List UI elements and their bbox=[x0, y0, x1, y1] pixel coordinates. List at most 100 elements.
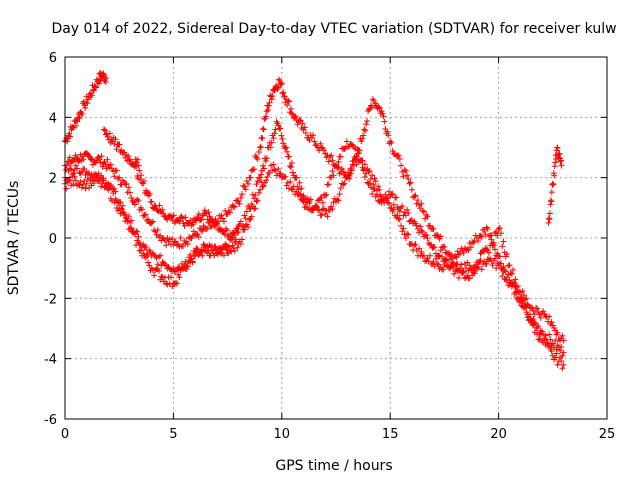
data-point bbox=[298, 185, 305, 192]
data-point bbox=[276, 171, 283, 178]
y-tick-label: 4 bbox=[49, 111, 57, 126]
data-point bbox=[243, 208, 250, 215]
data-point bbox=[416, 245, 423, 252]
data-point bbox=[87, 177, 94, 184]
data-point bbox=[491, 255, 498, 262]
data-point bbox=[79, 111, 86, 118]
data-point bbox=[254, 178, 261, 185]
data-point bbox=[396, 208, 403, 215]
data-point bbox=[176, 274, 183, 281]
data-point bbox=[292, 113, 299, 120]
series-track-2 bbox=[62, 76, 567, 359]
data-point bbox=[359, 135, 366, 142]
data-point bbox=[80, 181, 87, 188]
data-point bbox=[290, 183, 297, 190]
data-point bbox=[128, 194, 135, 201]
data-point bbox=[366, 180, 373, 187]
data-point bbox=[194, 246, 201, 253]
data-point bbox=[255, 149, 262, 156]
data-point bbox=[395, 152, 402, 159]
data-point bbox=[337, 153, 344, 160]
data-point bbox=[337, 185, 344, 192]
data-point bbox=[251, 166, 258, 173]
data-point bbox=[264, 173, 271, 180]
data-point bbox=[183, 265, 190, 272]
data-point bbox=[75, 158, 82, 165]
series-track-7 bbox=[545, 144, 565, 226]
data-point bbox=[491, 246, 498, 253]
data-point bbox=[265, 107, 272, 114]
data-point bbox=[194, 231, 201, 238]
data-point bbox=[246, 216, 253, 223]
data-point bbox=[225, 243, 232, 250]
data-point bbox=[235, 228, 242, 235]
data-point bbox=[110, 190, 117, 197]
data-point bbox=[271, 130, 278, 137]
data-point bbox=[265, 102, 272, 109]
data-point bbox=[296, 191, 303, 198]
data-point bbox=[329, 206, 336, 213]
data-point bbox=[411, 242, 418, 249]
data-point bbox=[275, 122, 282, 129]
x-axis-label: GPS time / hours bbox=[275, 458, 392, 474]
data-point bbox=[113, 146, 120, 153]
data-point bbox=[252, 205, 259, 212]
data-point bbox=[514, 283, 521, 290]
data-point bbox=[388, 139, 395, 146]
data-point bbox=[289, 169, 296, 176]
data-point bbox=[231, 247, 238, 254]
y-tick-label: -2 bbox=[44, 292, 57, 307]
data-point bbox=[189, 258, 196, 265]
data-point bbox=[424, 235, 431, 242]
data-point bbox=[542, 332, 549, 339]
data-point bbox=[135, 197, 142, 204]
series-track-6 bbox=[101, 126, 142, 170]
data-point bbox=[258, 171, 265, 178]
chart-title: Day 014 of 2022, Sidereal Day-to-day VTE… bbox=[51, 21, 616, 37]
x-tick-label: 5 bbox=[169, 427, 177, 442]
data-point bbox=[148, 198, 155, 205]
data-point bbox=[286, 98, 293, 105]
data-point bbox=[72, 162, 79, 169]
data-point bbox=[74, 165, 81, 172]
data-point bbox=[506, 262, 513, 269]
data-point bbox=[236, 200, 243, 207]
data-point bbox=[286, 153, 293, 160]
data-point bbox=[263, 155, 270, 162]
data-point bbox=[119, 209, 126, 216]
data-point bbox=[384, 199, 391, 206]
data-point bbox=[361, 161, 368, 168]
data-point bbox=[544, 342, 551, 349]
data-point bbox=[455, 251, 462, 258]
data-point bbox=[546, 343, 553, 350]
data-point bbox=[500, 269, 507, 276]
data-point bbox=[239, 236, 246, 243]
data-point bbox=[476, 258, 483, 265]
data-point bbox=[131, 163, 138, 170]
data-point bbox=[254, 197, 261, 204]
data-point bbox=[320, 146, 327, 153]
data-point bbox=[406, 180, 413, 187]
y-tick-label: 6 bbox=[49, 51, 57, 66]
data-point bbox=[483, 260, 490, 267]
data-point bbox=[277, 170, 284, 177]
data-point bbox=[399, 228, 406, 235]
data-point bbox=[437, 233, 444, 240]
data-point bbox=[199, 227, 206, 234]
data-point bbox=[278, 132, 285, 139]
data-point bbox=[278, 79, 285, 86]
data-point bbox=[475, 238, 482, 245]
data-point bbox=[504, 251, 511, 258]
data-point bbox=[529, 317, 536, 324]
data-point bbox=[234, 197, 241, 204]
data-point bbox=[548, 189, 555, 196]
data-point bbox=[484, 225, 491, 232]
data-point bbox=[459, 268, 466, 275]
data-point bbox=[62, 166, 69, 173]
data-point bbox=[98, 183, 105, 190]
data-point bbox=[361, 126, 368, 133]
data-point bbox=[426, 222, 433, 229]
data-point bbox=[277, 80, 284, 87]
data-point bbox=[270, 161, 277, 168]
data-point bbox=[478, 233, 485, 240]
